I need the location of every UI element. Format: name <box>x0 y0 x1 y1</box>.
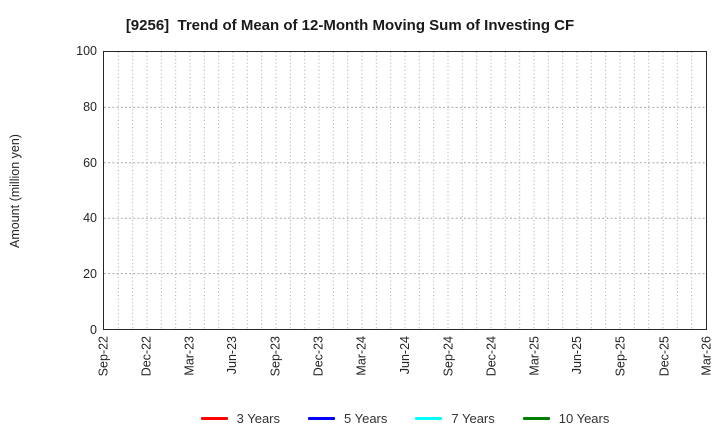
y-axis-label: Amount (million yen) <box>8 133 22 248</box>
x-tick-label: Jun-25 <box>570 336 585 375</box>
legend-line-swatch <box>200 416 228 420</box>
x-tick-label: Dec-25 <box>656 336 671 377</box>
legend: 3 Years 5 Years 7 Years 10 Years <box>103 403 707 433</box>
plot-area <box>103 51 707 330</box>
y-tick-label: 20 <box>83 267 97 282</box>
legend-label: 10 Years <box>558 410 610 426</box>
x-tick-label: Mar-23 <box>182 336 197 376</box>
x-tick-label: Mar-25 <box>527 336 542 376</box>
legend-label: 3 Years <box>236 410 280 426</box>
y-tick-label: 0 <box>90 323 97 337</box>
grid-svg <box>104 52 706 329</box>
x-tick-label: Sep-22 <box>96 336 110 377</box>
legend-line-swatch <box>522 416 550 420</box>
legend-label: 7 Years <box>451 410 495 426</box>
legend-line-swatch <box>308 416 335 420</box>
x-tick-label: Sep-24 <box>441 336 456 377</box>
y-tick-label: 100 <box>76 44 97 58</box>
legend-line-swatch <box>415 416 443 420</box>
legend-item-5-years: 5 Years <box>308 411 387 426</box>
legend-item-10-years: 10 Years <box>522 410 610 426</box>
legend-item-7-years: 7 Years <box>415 410 495 426</box>
x-tick-label: Sep-25 <box>613 336 628 377</box>
y-axis-label-box: Amount (million yen) <box>0 51 30 330</box>
y-tick-label: 40 <box>83 211 97 226</box>
y-tick-label: 80 <box>83 99 97 114</box>
x-tick-label: Jun-23 <box>225 336 240 375</box>
legend-label: 5 Years <box>344 410 388 426</box>
x-tick-label: Sep-23 <box>268 336 283 377</box>
legend-item-3-years: 3 Years <box>200 410 280 426</box>
x-tick-label: Dec-22 <box>139 336 154 377</box>
chart-title: [9256] Trend of Mean of 12-Month Moving … <box>125 17 575 34</box>
y-tick-label: 60 <box>83 155 97 170</box>
x-tick-label: Jun-24 <box>398 336 412 375</box>
x-tick-label: Dec-23 <box>311 336 326 377</box>
x-tick-label: Dec-24 <box>484 336 499 377</box>
x-tick-label: Mar-26 <box>700 336 714 376</box>
x-tick-label: Mar-24 <box>354 336 369 376</box>
